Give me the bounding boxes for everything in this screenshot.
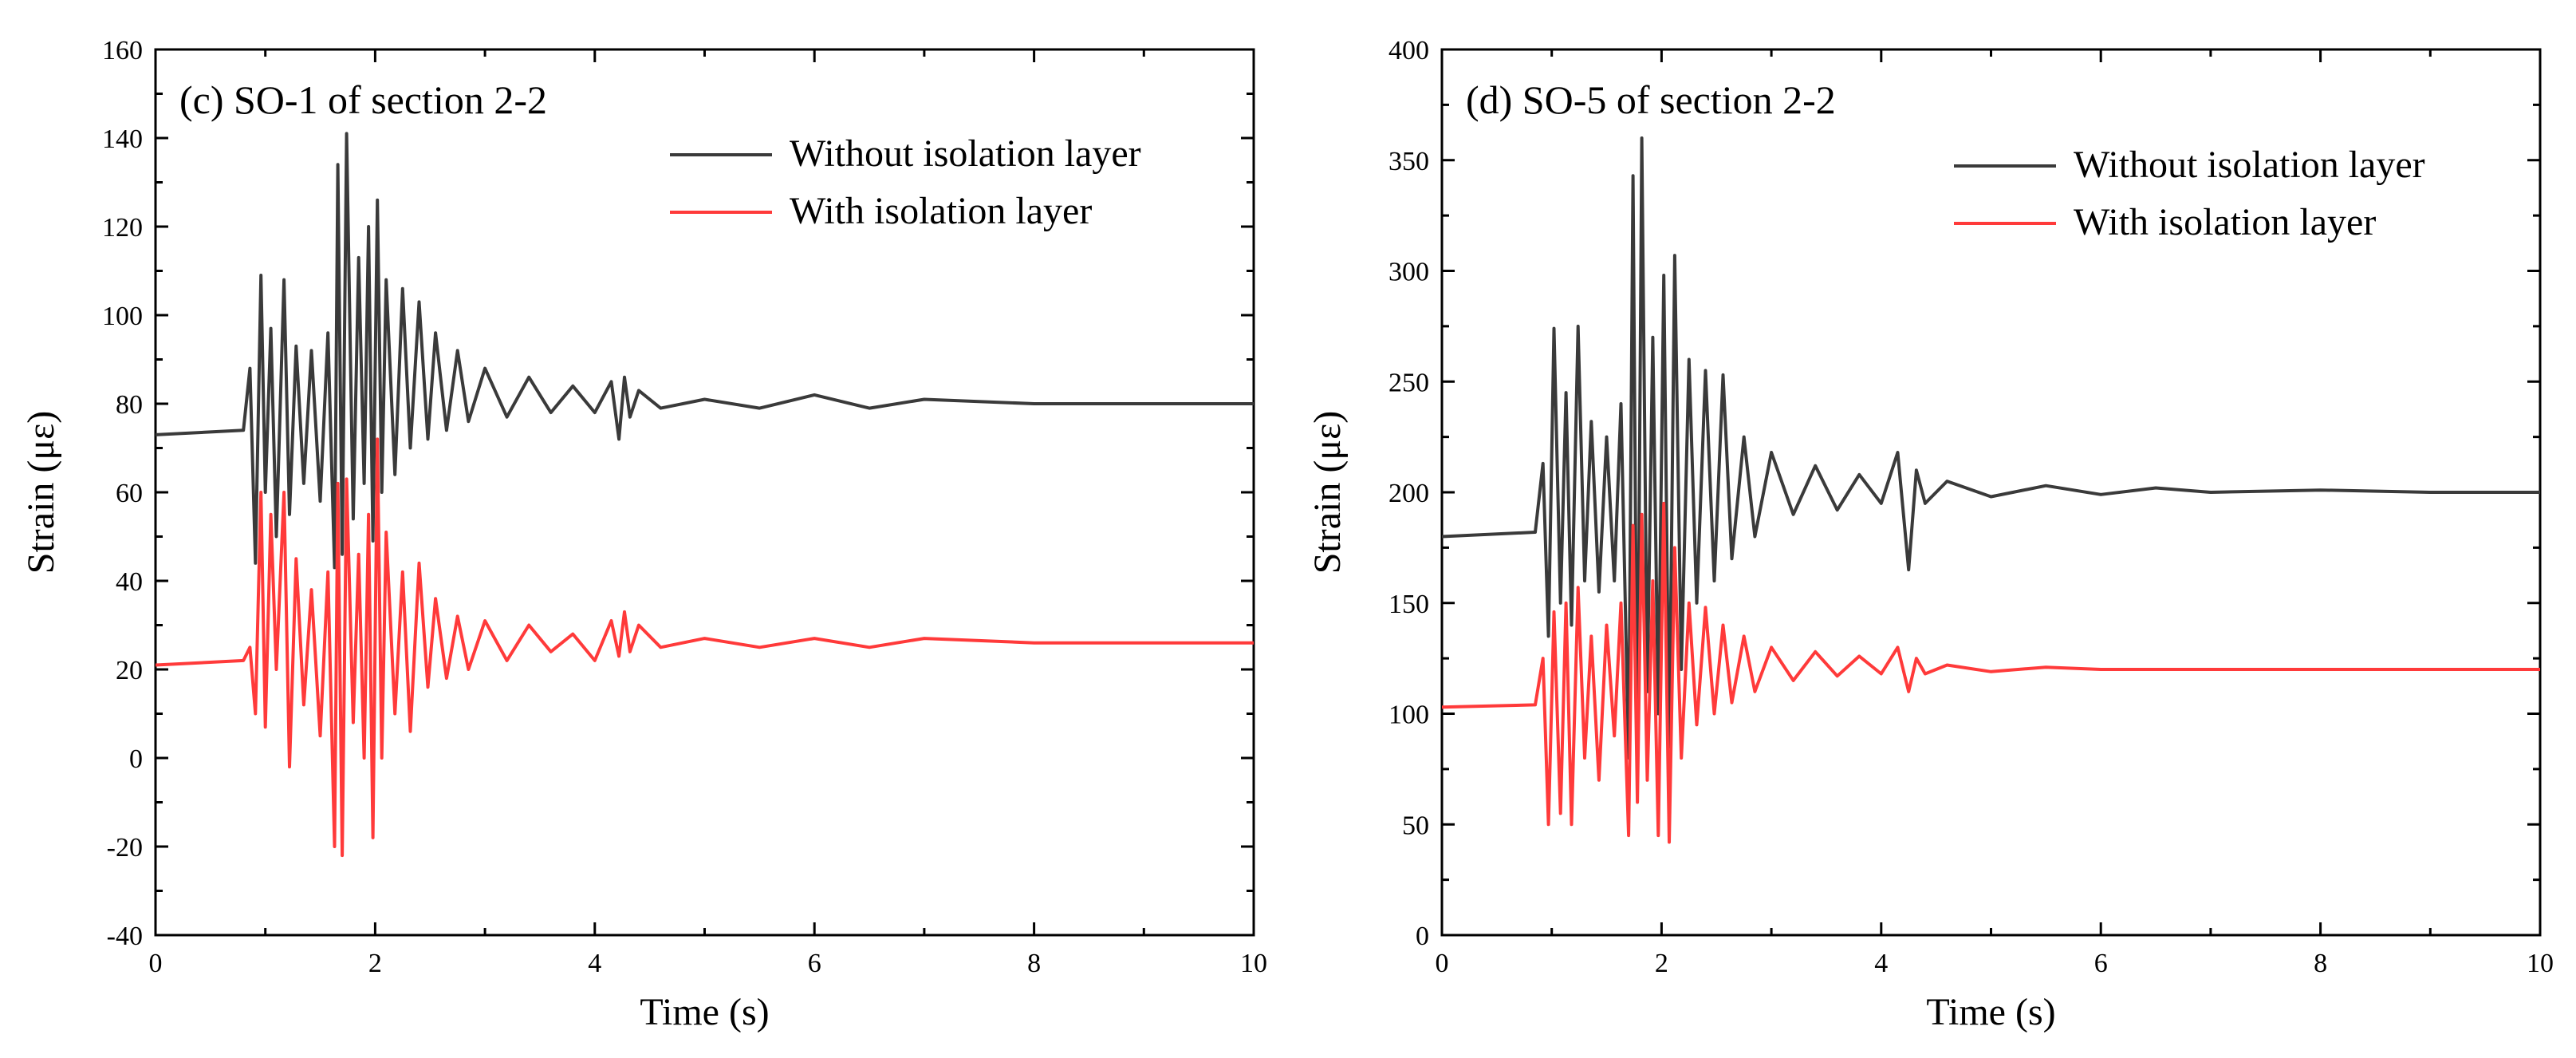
legend-label: With isolation layer bbox=[790, 190, 1092, 232]
y-tick-label: 60 bbox=[116, 479, 143, 508]
y-tick-label: -40 bbox=[107, 922, 143, 951]
y-tick-label: 100 bbox=[1388, 701, 1429, 730]
x-tick-label: 0 bbox=[149, 949, 163, 978]
series-line-without-isolation bbox=[1442, 136, 2540, 782]
y-tick-label: 250 bbox=[1388, 368, 1429, 397]
x-tick-label: 2 bbox=[1655, 949, 1668, 978]
panel-title: (d) SO-5 of section 2-2 bbox=[1466, 77, 1836, 122]
y-tick-label: 80 bbox=[116, 390, 143, 420]
x-tick-label: 4 bbox=[588, 949, 601, 978]
x-tick-label: 6 bbox=[808, 949, 821, 978]
x-tick-label: 6 bbox=[2094, 949, 2108, 978]
x-tick-label: 2 bbox=[368, 949, 382, 978]
series-line-without-isolation bbox=[156, 132, 1254, 570]
y-tick-label: 20 bbox=[116, 656, 143, 685]
x-tick-label: 10 bbox=[1240, 949, 1267, 978]
y-tick-label: 200 bbox=[1388, 479, 1429, 508]
series-line-with-isolation bbox=[156, 437, 1254, 858]
x-axis-title: Time (s) bbox=[1926, 991, 2055, 1033]
y-tick-label: 400 bbox=[1388, 36, 1429, 65]
y-tick-label: 140 bbox=[102, 124, 143, 154]
x-tick-label: 8 bbox=[2314, 949, 2327, 978]
y-tick-label: 100 bbox=[102, 302, 143, 331]
y-axis-title: Strain (με) bbox=[20, 411, 62, 574]
y-tick-label: 160 bbox=[102, 36, 143, 65]
x-tick-label: 8 bbox=[1027, 949, 1041, 978]
legend-label: Without isolation layer bbox=[2074, 144, 2425, 186]
y-tick-label: -20 bbox=[107, 833, 143, 863]
series-line-with-isolation bbox=[1442, 501, 2540, 844]
y-tick-label: 50 bbox=[1402, 811, 1429, 840]
x-axis-title: Time (s) bbox=[640, 991, 769, 1033]
x-tick-label: 4 bbox=[1874, 949, 1888, 978]
y-tick-label: 350 bbox=[1388, 147, 1429, 176]
y-tick-label: 0 bbox=[1416, 922, 1429, 951]
x-tick-label: 0 bbox=[1436, 949, 1449, 978]
y-tick-label: 120 bbox=[102, 213, 143, 243]
x-tick-label: 10 bbox=[2527, 949, 2554, 978]
y-tick-label: 150 bbox=[1388, 590, 1429, 619]
panel-title: (c) SO-1 of section 2-2 bbox=[179, 77, 547, 122]
y-tick-label: 300 bbox=[1388, 258, 1429, 287]
legend-label: With isolation layer bbox=[2074, 201, 2376, 243]
legend-label: Without isolation layer bbox=[790, 132, 1141, 175]
y-tick-label: 0 bbox=[129, 744, 143, 774]
y-tick-label: 40 bbox=[116, 567, 143, 597]
chart-panel-c: 0 2 4 6 8 10 -40 -20 0 20 40 60 80 100 120 140 160 Time (… bbox=[20, 36, 1267, 1033]
y-axis-title: Strain (με) bbox=[1306, 411, 1349, 574]
